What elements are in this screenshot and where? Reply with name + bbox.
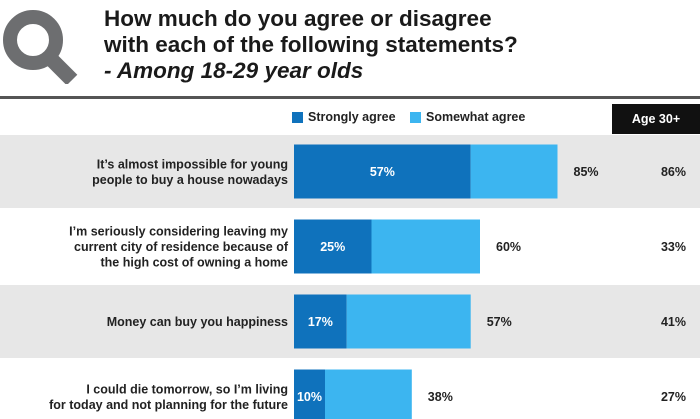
header-divider (0, 96, 700, 99)
age-30-plus-value: 41% (661, 315, 686, 329)
bar-somewhat-agree (346, 294, 471, 349)
page-title: How much do you agree or disagree with e… (104, 6, 694, 84)
data-label-strongly-agree: 17% (308, 315, 333, 329)
bar-strongly-agree (294, 219, 372, 274)
category-label: It’s almost impossible for young people t… (92, 157, 288, 187)
bar-strongly-agree (294, 144, 471, 199)
title-line-3: - Among 18-29 year olds (104, 58, 364, 83)
age-30-plus-value: 86% (661, 165, 686, 179)
age-30-plus-value: 33% (661, 240, 686, 254)
data-label-total: 57% (487, 315, 512, 329)
title-line-2: with each of the following statements? (104, 32, 518, 57)
stacked-bar-chart: It’s almost impossible for young people t… (0, 135, 700, 419)
header: How much do you agree or disagree with e… (0, 0, 700, 97)
bar-strongly-agree (294, 294, 347, 349)
legend-item-somewhat-agree: Somewhat agree (410, 110, 525, 124)
data-label-total: 38% (428, 390, 453, 404)
category-label: Money can buy you happiness (107, 315, 288, 329)
magnifier-logo-icon (3, 10, 78, 84)
title-line-1: How much do you agree or disagree (104, 6, 492, 31)
age-30-plus-header: Age 30+ (612, 104, 700, 134)
bar-somewhat-agree (470, 144, 558, 199)
category-label: I’m seriously considering leaving my curr… (69, 225, 289, 270)
data-label-strongly-agree: 10% (297, 390, 322, 404)
bar-somewhat-agree (371, 219, 480, 274)
data-label-total: 60% (496, 240, 521, 254)
data-label-strongly-agree: 25% (320, 240, 345, 254)
legend-item-strongly-agree: Strongly agree (292, 110, 396, 124)
legend-label-strong: Strongly agree (308, 110, 396, 124)
bar-somewhat-agree (325, 369, 412, 419)
data-label-total: 85% (574, 165, 599, 179)
legend-swatch-strong (292, 111, 303, 123)
legend-swatch-somewhat (410, 111, 421, 123)
bar-strongly-agree (294, 369, 325, 419)
data-label-strongly-agree: 57% (370, 165, 395, 179)
category-label: I could die tomorrow, so I’m living for t… (49, 382, 288, 412)
legend-label-somewhat: Somewhat agree (426, 110, 526, 124)
age-30-plus-value: 27% (661, 390, 686, 404)
